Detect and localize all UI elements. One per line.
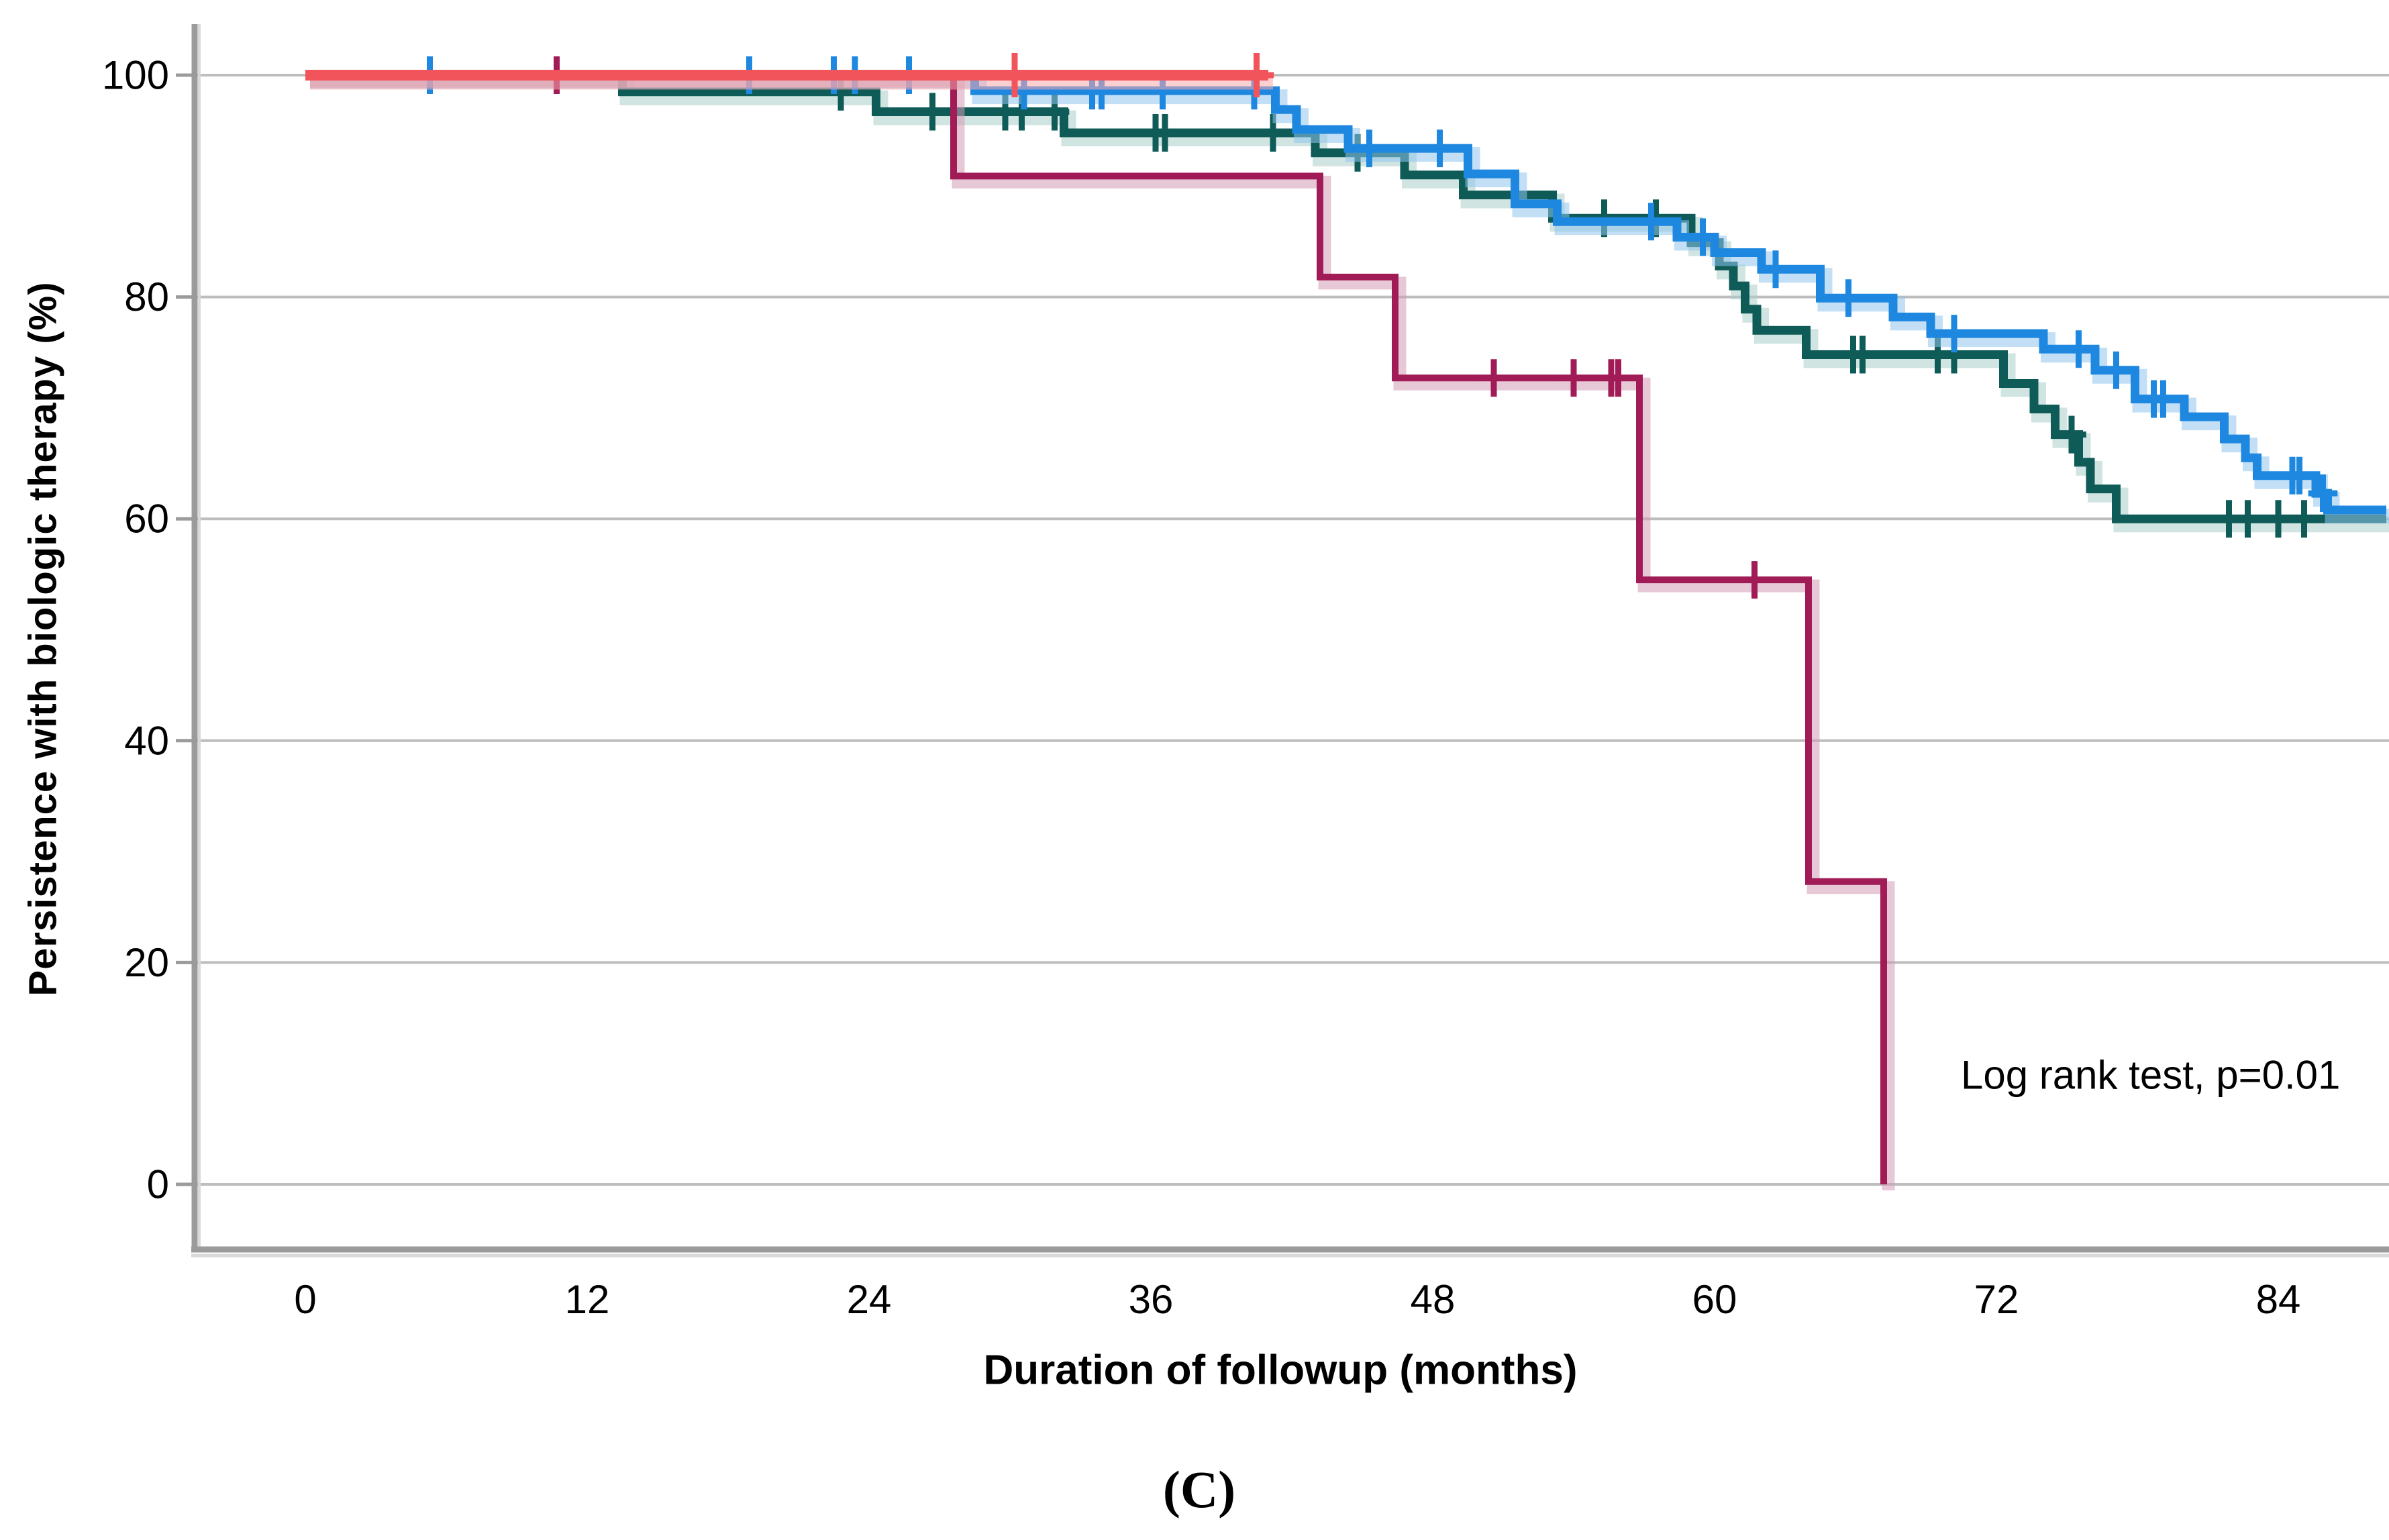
x-tick-label: 84: [2256, 1277, 2301, 1322]
x-tick-label: 0: [294, 1277, 316, 1322]
y-tick-label: 100: [102, 53, 169, 98]
y-axis-label: Persistence with biologic therapy (%): [21, 281, 65, 996]
y-tick-label: 60: [124, 497, 169, 542]
x-tick-label: 72: [1974, 1277, 2019, 1322]
x-tick-label: 12: [565, 1277, 610, 1322]
x-tick-label: 36: [1129, 1277, 1174, 1322]
km-curve-maroon: [305, 72, 1887, 1184]
y-tick-label: 0: [147, 1162, 169, 1207]
x-tick-label: 24: [847, 1277, 892, 1322]
y-tick-label: 80: [124, 274, 169, 319]
log-rank-annotation: Log rank test, p=0.01: [1961, 1052, 2341, 1098]
y-tick-label: 20: [124, 940, 169, 985]
x-tick-label: 60: [1692, 1277, 1737, 1322]
y-tick-label: 40: [124, 718, 169, 763]
panel-caption: (C): [1162, 1460, 1236, 1519]
x-axis-label: Duration of followup (months): [983, 1347, 1578, 1394]
km-curve-halo-maroon: [310, 74, 1895, 1190]
x-tick-label: 48: [1411, 1277, 1456, 1322]
